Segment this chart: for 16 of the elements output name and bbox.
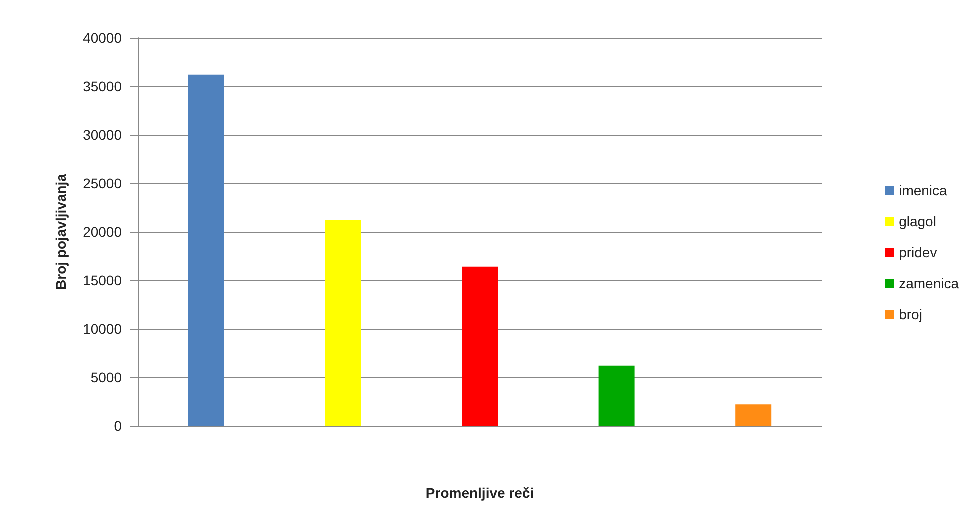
y-tick-label: 35000 [83,78,122,94]
y-tick-label: 20000 [83,224,122,240]
y-tick-label: 10000 [83,321,122,337]
y-tick-label: 40000 [83,30,122,46]
y-axis-title: Broj pojavljivanja [53,174,69,290]
y-tick-label: 0 [114,418,122,434]
legend-label: zamenica [899,276,960,292]
y-tick-label: 5000 [90,370,122,386]
x-axis-title: Promenljive reči [426,485,534,501]
legend-label: broj [899,306,922,322]
legend-label: pridev [899,244,938,260]
y-tick-label: 15000 [83,272,122,288]
legend-label: imenica [899,182,948,198]
y-tick-label: 30000 [83,127,122,143]
legend-label: glagol [899,214,936,230]
y-tick-label: 25000 [83,176,122,192]
